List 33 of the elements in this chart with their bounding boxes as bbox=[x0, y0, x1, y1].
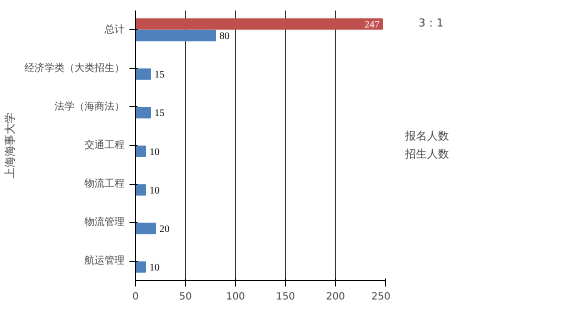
x-tick-label: 100 bbox=[226, 292, 246, 302]
data-label: 80 bbox=[220, 31, 230, 42]
bar bbox=[136, 107, 151, 118]
text: 招生人数 bbox=[405, 146, 449, 162]
text: 3：1 bbox=[418, 16, 444, 30]
data-label: 15 bbox=[154, 70, 164, 81]
y-tick-label: 航运管理 bbox=[84, 254, 124, 267]
bar bbox=[136, 261, 146, 273]
data-label: 10 bbox=[150, 262, 160, 274]
y-tick-label: 物流管理 bbox=[84, 216, 124, 228]
bar bbox=[136, 68, 151, 80]
bar bbox=[136, 30, 216, 42]
y-tick-label: 总计 bbox=[104, 23, 124, 36]
x-tick-label: 250 bbox=[371, 292, 391, 302]
bar bbox=[136, 18, 383, 30]
x-tick-label: 50 bbox=[179, 292, 192, 302]
y-tick-label: 经济学类（大类招生） bbox=[24, 62, 124, 74]
y-tick-label: 法学（海商法） bbox=[54, 100, 124, 112]
data-label: 20 bbox=[160, 224, 170, 235]
data-label: 10 bbox=[150, 146, 160, 158]
bar bbox=[136, 146, 146, 157]
x-tick-label: 200 bbox=[326, 292, 346, 302]
y-tick-label: 物流工程 bbox=[84, 178, 124, 190]
data-label: 15 bbox=[154, 108, 164, 120]
data-label: 247 bbox=[364, 20, 380, 30]
x-tick-label: 150 bbox=[276, 292, 296, 302]
bar bbox=[136, 222, 156, 234]
y-tick-label: 交通工程 bbox=[84, 139, 124, 151]
y-axis-title: 上海海事大学 bbox=[4, 112, 16, 178]
text: 报名人数 bbox=[405, 128, 449, 144]
bar bbox=[136, 184, 146, 196]
x-tick-label: 0 bbox=[132, 292, 139, 302]
data-label: 10 bbox=[150, 185, 160, 196]
